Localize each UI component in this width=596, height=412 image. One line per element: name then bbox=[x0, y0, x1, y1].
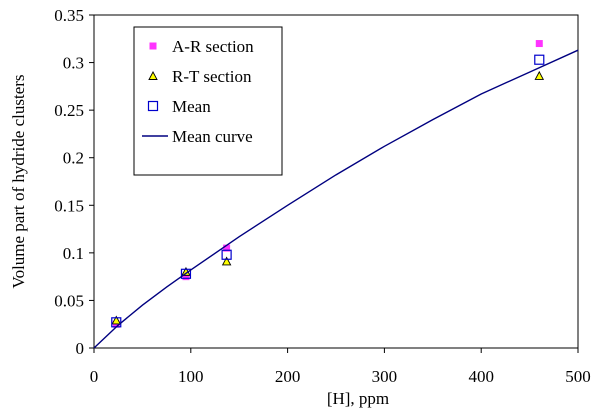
legend-label: Mean curve bbox=[172, 127, 253, 146]
legend-label: A-R section bbox=[172, 37, 254, 56]
y-tick-label: 0.15 bbox=[54, 196, 84, 215]
axes bbox=[93, 14, 579, 349]
data-point bbox=[182, 273, 190, 281]
legend-entry: Mean bbox=[147, 97, 211, 116]
x-tick-label: 200 bbox=[275, 367, 301, 386]
y-tick-label: 0.25 bbox=[54, 101, 84, 120]
x-tick-label: 100 bbox=[178, 367, 204, 386]
mean-curve-line bbox=[93, 49, 579, 349]
y-tick-label: 0.1 bbox=[63, 244, 84, 263]
data-point bbox=[535, 40, 543, 48]
y-axis-title: Volume part of hydride clusters bbox=[9, 74, 28, 288]
y-tick-label: 0.35 bbox=[54, 6, 84, 25]
legend-entry: R-T section bbox=[148, 67, 252, 86]
legend: A-R section R-T section Mean Mean curve bbox=[133, 26, 283, 176]
series-3 bbox=[93, 49, 579, 349]
plot-series bbox=[93, 40, 579, 349]
legend-marker bbox=[149, 42, 157, 50]
data-point bbox=[534, 70, 545, 80]
y-tick-label: 0 bbox=[76, 339, 85, 358]
legend-marker bbox=[148, 71, 158, 80]
data-point bbox=[180, 268, 192, 279]
y-tick-label: 0.2 bbox=[63, 149, 84, 168]
data-point bbox=[221, 256, 232, 266]
legend-label: Mean bbox=[172, 97, 211, 116]
data-point bbox=[111, 315, 122, 325]
y-tick-label: 0.3 bbox=[63, 54, 84, 73]
ticks: 0 0.05 0.1 0.15 0.2 0.25 0.3 0.35 0 100 200 300 400 5… bbox=[54, 6, 591, 386]
x-axis-title: [H], ppm bbox=[327, 389, 389, 408]
x-tick-label: 400 bbox=[468, 367, 494, 386]
legend-entry: Mean curve bbox=[142, 127, 253, 146]
x-tick-label: 0 bbox=[90, 367, 99, 386]
data-point bbox=[534, 54, 545, 65]
plot-frame bbox=[93, 14, 579, 349]
data-point bbox=[221, 249, 232, 260]
x-tick-label: 300 bbox=[372, 367, 398, 386]
legend-label: R-T section bbox=[172, 67, 252, 86]
legend-entry: A-R section bbox=[149, 37, 254, 56]
y-tick-label: 0.05 bbox=[54, 291, 84, 310]
legend-marker bbox=[147, 100, 159, 112]
legend-box bbox=[133, 26, 283, 176]
data-point bbox=[223, 244, 231, 252]
x-tick-label: 500 bbox=[565, 367, 591, 386]
